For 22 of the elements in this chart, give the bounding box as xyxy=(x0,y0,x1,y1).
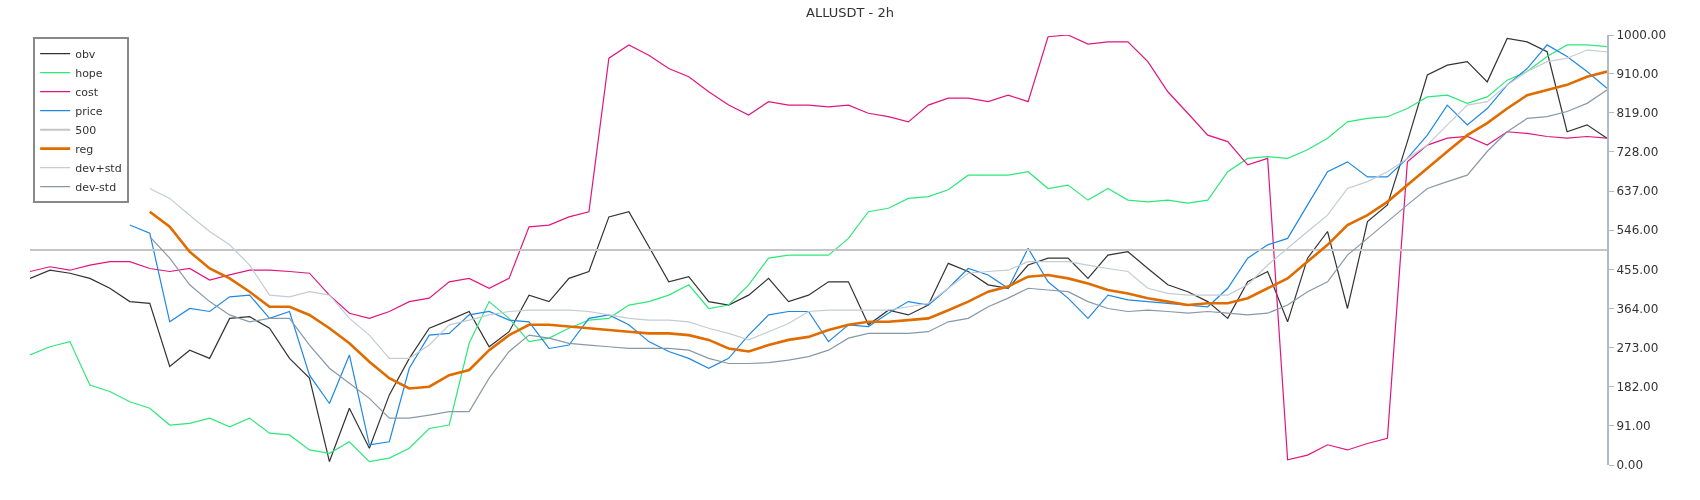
legend-label: cost xyxy=(75,85,99,99)
y-tick-label: 91.00 xyxy=(1616,419,1651,434)
y-tick-label: 182.00 xyxy=(1616,379,1659,394)
y-tick-label: 819.00 xyxy=(1616,106,1659,121)
y-tick-label: 273.00 xyxy=(1616,340,1659,355)
legend-label: dev+std xyxy=(75,161,122,175)
legend-label: price xyxy=(75,104,103,118)
y-tick-label: 0.00 xyxy=(1616,458,1644,473)
chart-title: ALLUSDT - 2h xyxy=(806,4,894,20)
legend-label: reg xyxy=(75,142,94,156)
legend-label: obv xyxy=(75,47,96,61)
y-tick-label: 728.00 xyxy=(1616,145,1659,160)
y-tick-label: 364.00 xyxy=(1616,301,1659,316)
y-tick-label: 637.00 xyxy=(1616,184,1659,199)
legend-label: dev-std xyxy=(75,180,117,194)
y-tick-label: 910.00 xyxy=(1616,66,1659,81)
y-tick-label: 455.00 xyxy=(1616,262,1659,277)
line-series xyxy=(149,49,1607,359)
legend-label: hope xyxy=(75,66,103,80)
legend-label: 500 xyxy=(75,123,97,137)
y-tick-label: 546.00 xyxy=(1616,223,1659,238)
y-tick-label: 1000.00 xyxy=(1616,28,1667,43)
